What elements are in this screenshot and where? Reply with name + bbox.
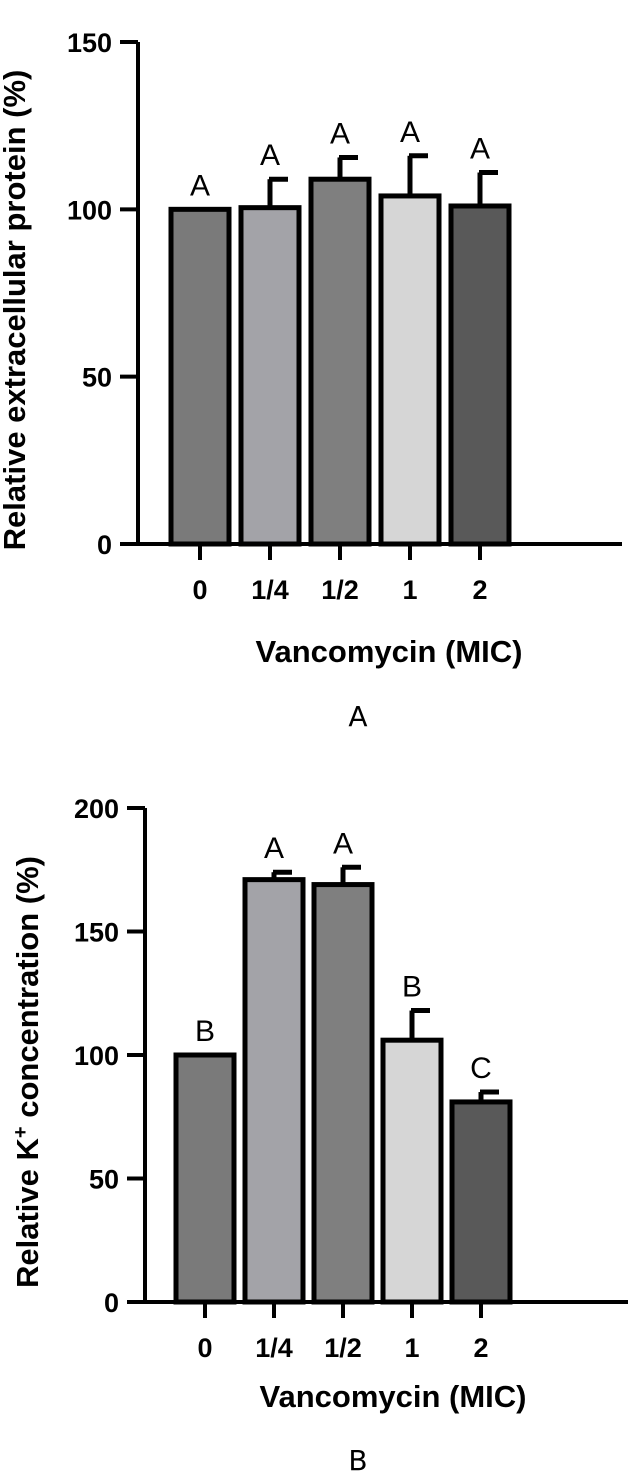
panel-a-x-tick-label-0: 0 <box>192 575 207 605</box>
panel-b-bars <box>173 864 513 1305</box>
panel-b-x-tick-label-1: 1/4 <box>255 1333 293 1363</box>
panel-a-bar-4 <box>448 203 512 547</box>
panel-a-x-tick-label-4: 2 <box>472 575 487 605</box>
panel-a-x-tick-label-3: 1 <box>402 575 417 605</box>
panel-b-sig-label-3: B <box>402 971 422 1004</box>
panel-a-x-axis-title: Vancomycin (MIC) <box>256 634 523 669</box>
panel-b-y-tick-label-4: 200 <box>74 794 119 824</box>
panel-a-sig: A A A A A <box>190 116 490 203</box>
panel-a-y-tick-label-2: 100 <box>67 195 112 225</box>
panel-a-sig-label-4: A <box>470 133 490 166</box>
panel-a-sig-label-3: A <box>400 116 420 149</box>
panel-b-y-tick-label-2: 100 <box>74 1041 119 1071</box>
panel-a-bar-2 <box>308 176 372 547</box>
panel-b-sig-label-1: A <box>264 832 284 865</box>
panel-a-bar-0 <box>168 206 232 547</box>
panel-a-axes <box>136 42 622 546</box>
chart-panel-b: 0 1/4 1/2 1 2 0 50 100 150 200 B A A B C Relative K+ … <box>10 794 628 1477</box>
panel-b-bar-3 <box>380 1037 444 1305</box>
panel-a-sig-label-0: A <box>190 169 210 202</box>
panel-b-y-tick-label-0: 0 <box>104 1288 119 1318</box>
panel-a-x-tick-label-2: 1/2 <box>321 575 359 605</box>
panel-a-x-tick-label-1: 1/4 <box>251 575 289 605</box>
panel-b-label: B <box>348 1444 367 1477</box>
panel-a-bars <box>168 153 512 547</box>
panel-b-y-tick-label-1: 50 <box>89 1165 119 1195</box>
panel-a-y-tick-label-0: 0 <box>97 530 112 560</box>
panel-b-sig-label-0: B <box>195 1015 215 1048</box>
chart-panel-a: 0 1/4 1/2 1 2 0 50 100 150 A A A A A Relative extrac… <box>0 28 622 733</box>
panel-a-y-axis-title: Relative extracellular protein (%) <box>0 70 32 551</box>
panel-b-x-tick-label-0: 0 <box>197 1333 212 1363</box>
panel-a-bar-3 <box>378 193 442 547</box>
panel-b-sig: B A A B C <box>195 827 492 1085</box>
panel-b-x-tick-label-2: 1/2 <box>324 1333 362 1363</box>
panel-b-bar-0 <box>173 1052 237 1305</box>
panel-b-x-tick-label-4: 2 <box>473 1333 488 1363</box>
panel-b-y-axis-title-pre: Relative K <box>10 1137 45 1288</box>
panel-b-sig-label-4: C <box>470 1052 492 1085</box>
panel-a-y-tick-label-1: 50 <box>82 363 112 393</box>
panel-b-x-axis-title: Vancomycin (MIC) <box>260 1379 527 1414</box>
panel-a-label: A <box>348 700 367 733</box>
panel-b-bar-2 <box>311 882 375 1305</box>
panel-b-sig-label-2: A <box>333 827 353 860</box>
panel-a-y-tick-label-3: 150 <box>67 28 112 58</box>
panel-b-bar-1 <box>242 877 306 1305</box>
panel-b-x-tick-label-3: 1 <box>404 1333 419 1363</box>
panel-b-bar-4 <box>449 1099 513 1305</box>
panel-b-y-axis-title-post: concentration (%) <box>10 856 45 1126</box>
panel-b-y-axis-title: Relative K+ concentration (%) <box>10 856 45 1288</box>
panel-a-ticks: 0 1/4 1/2 1 2 0 50 100 150 <box>67 28 488 605</box>
panel-a-sig-label-1: A <box>260 139 280 172</box>
panel-b-y-tick-label-3: 150 <box>74 918 119 948</box>
panel-a-bar-1 <box>238 205 302 547</box>
panel-a-sig-label-2: A <box>330 117 350 150</box>
panel-b-ticks: 0 1/4 1/2 1 2 0 50 100 150 200 <box>74 794 489 1363</box>
panel-b-y-axis-title-sup: + <box>10 1126 32 1138</box>
